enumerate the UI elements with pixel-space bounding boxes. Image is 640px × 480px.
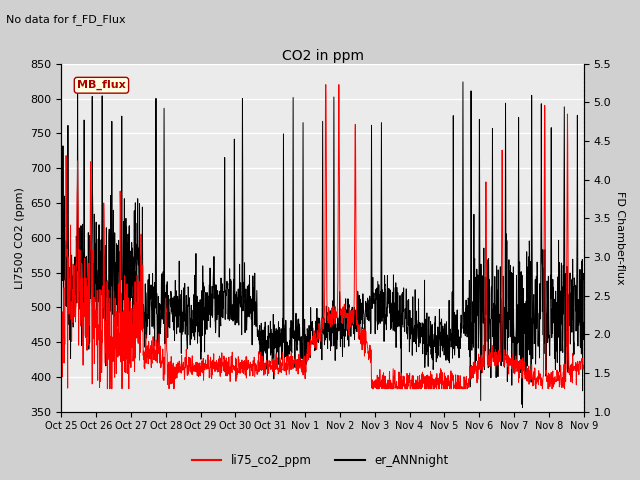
- Text: No data for f_FD_Flux: No data for f_FD_Flux: [6, 14, 126, 25]
- Title: CO2 in ppm: CO2 in ppm: [282, 48, 364, 62]
- Y-axis label: FD Chamber-flux: FD Chamber-flux: [615, 191, 625, 285]
- Legend: li75_co2_ppm, er_ANNnight: li75_co2_ppm, er_ANNnight: [187, 449, 453, 472]
- Y-axis label: LI7500 CO2 (ppm): LI7500 CO2 (ppm): [15, 187, 25, 288]
- Text: MB_flux: MB_flux: [77, 80, 126, 90]
